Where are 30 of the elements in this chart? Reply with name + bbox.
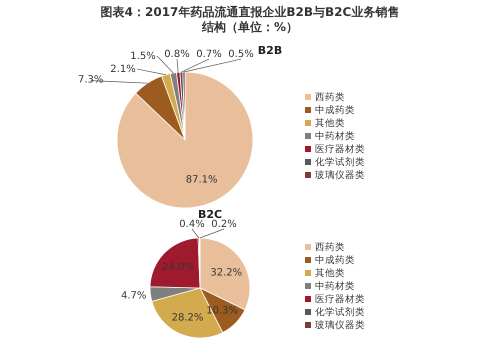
data-label: 0.4% — [179, 219, 205, 230]
data-label: 4.7% — [121, 290, 146, 302]
data-label: 0.5% — [228, 49, 254, 60]
legend-label: 西药类 — [315, 241, 345, 253]
legend-label: 医疗器材类 — [315, 293, 365, 305]
chart-subtitle: B2B — [258, 44, 282, 57]
legend-label: 其他类 — [315, 267, 345, 279]
data-label: 2.1% — [110, 64, 136, 76]
data-label: 0.2% — [211, 219, 237, 230]
chart-title: 图表4：2017年药品流通直报企业B2B与B2C业务销售结构（单位：%） — [100, 5, 400, 34]
legend-label: 西药类 — [315, 91, 345, 103]
legend-label: 中成药类 — [315, 104, 355, 116]
data-label: 28.2% — [172, 312, 204, 324]
data-label: 0.7% — [196, 49, 222, 60]
legend-label: 化学试剂类 — [315, 156, 365, 168]
legend-label: 其他类 — [315, 117, 345, 129]
legend-label: 中药材类 — [315, 280, 355, 292]
data-label: 32.2% — [210, 268, 242, 279]
data-label: 1.5% — [130, 51, 156, 62]
legend-label: 医疗器材类 — [315, 143, 365, 155]
legend-label: 化学试剂类 — [315, 306, 365, 318]
data-label: 0.8% — [164, 49, 190, 60]
legend-label: 玻璃仪器类 — [315, 169, 365, 181]
legend-label: 中药材类 — [315, 130, 355, 142]
chart-title: B2C — [198, 208, 222, 221]
data-label: 24.0% — [162, 262, 194, 274]
legend-label: 玻璃仪器类 — [315, 319, 365, 331]
data-label: 87.1% — [186, 174, 218, 186]
legend-label: 中成药类 — [315, 254, 355, 266]
data-label: 7.3% — [78, 74, 104, 86]
